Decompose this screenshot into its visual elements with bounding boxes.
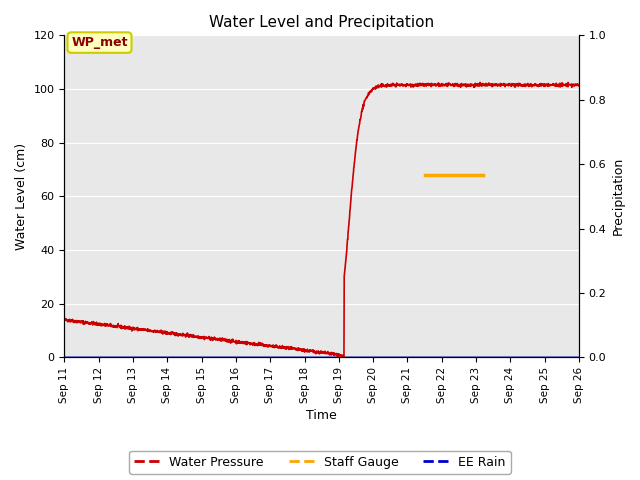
X-axis label: Time: Time — [307, 409, 337, 422]
Text: WP_met: WP_met — [71, 36, 128, 49]
Title: Water Level and Precipitation: Water Level and Precipitation — [209, 15, 435, 30]
Y-axis label: Precipitation: Precipitation — [612, 157, 625, 236]
Legend: Water Pressure, Staff Gauge, EE Rain: Water Pressure, Staff Gauge, EE Rain — [129, 451, 511, 474]
Y-axis label: Water Level (cm): Water Level (cm) — [15, 143, 28, 250]
